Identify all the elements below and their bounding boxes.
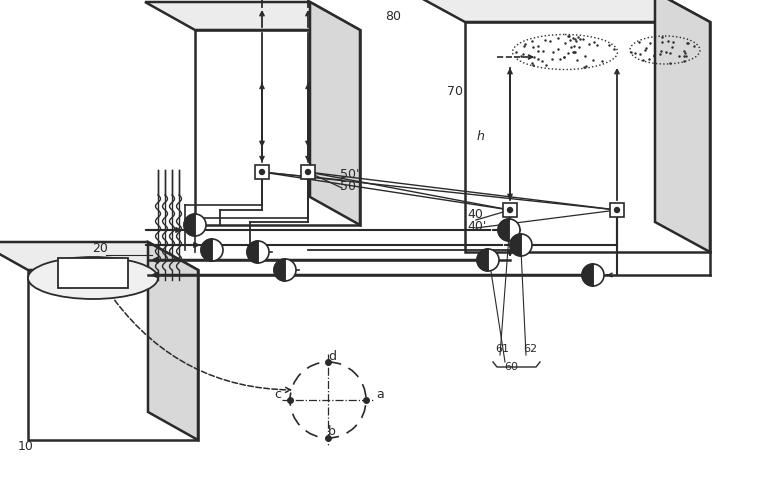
Ellipse shape bbox=[28, 257, 158, 299]
Text: 50': 50' bbox=[340, 168, 360, 181]
Bar bbox=[58, 258, 128, 288]
Text: 10: 10 bbox=[18, 440, 34, 453]
Bar bbox=[610, 203, 624, 217]
Polygon shape bbox=[510, 234, 521, 256]
Circle shape bbox=[274, 259, 296, 281]
Circle shape bbox=[247, 241, 269, 263]
Text: 40: 40 bbox=[467, 208, 483, 221]
Circle shape bbox=[582, 264, 604, 286]
Polygon shape bbox=[582, 264, 593, 286]
Circle shape bbox=[305, 169, 311, 174]
Polygon shape bbox=[310, 2, 360, 225]
Circle shape bbox=[614, 207, 620, 212]
Polygon shape bbox=[28, 270, 198, 440]
Text: 20: 20 bbox=[92, 242, 108, 255]
Text: d: d bbox=[328, 350, 336, 363]
Polygon shape bbox=[148, 242, 198, 440]
Polygon shape bbox=[465, 22, 710, 252]
Circle shape bbox=[507, 207, 513, 212]
Circle shape bbox=[498, 219, 520, 241]
Circle shape bbox=[184, 214, 206, 236]
Text: c: c bbox=[274, 388, 281, 401]
Text: h: h bbox=[477, 130, 485, 143]
Polygon shape bbox=[498, 219, 509, 241]
Text: 70: 70 bbox=[447, 85, 463, 98]
Polygon shape bbox=[0, 242, 198, 270]
Polygon shape bbox=[201, 239, 212, 261]
Circle shape bbox=[510, 234, 532, 256]
Text: 61: 61 bbox=[495, 344, 509, 354]
Circle shape bbox=[477, 249, 499, 271]
Polygon shape bbox=[195, 30, 360, 225]
Text: 80: 80 bbox=[385, 10, 401, 23]
Bar bbox=[503, 203, 517, 217]
Polygon shape bbox=[655, 0, 710, 252]
Text: 60: 60 bbox=[504, 362, 518, 372]
Polygon shape bbox=[274, 259, 285, 281]
Polygon shape bbox=[184, 214, 195, 236]
Polygon shape bbox=[145, 2, 360, 30]
Text: 40': 40' bbox=[467, 220, 487, 233]
Bar bbox=[255, 165, 269, 179]
Text: 62: 62 bbox=[523, 344, 537, 354]
Text: b: b bbox=[328, 425, 336, 438]
Text: 50: 50 bbox=[340, 180, 356, 193]
Circle shape bbox=[259, 169, 265, 174]
Circle shape bbox=[201, 239, 223, 261]
Text: a: a bbox=[376, 388, 384, 401]
Bar bbox=[301, 165, 315, 179]
Polygon shape bbox=[410, 0, 710, 22]
Polygon shape bbox=[247, 241, 258, 263]
Polygon shape bbox=[477, 249, 488, 271]
